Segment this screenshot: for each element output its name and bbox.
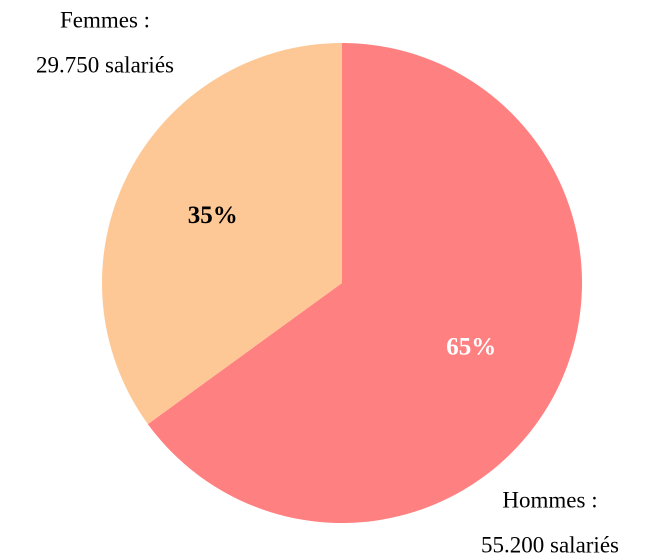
category-sublabel: 29.750 salariés bbox=[36, 52, 174, 77]
category-label: Femmes : bbox=[60, 7, 150, 32]
pie-slice bbox=[102, 43, 342, 425]
value-label: 35% bbox=[188, 202, 238, 229]
category-label: Hommes : bbox=[502, 487, 597, 512]
value-label: 65% bbox=[446, 334, 496, 361]
category-sublabel: 55.200 salariés bbox=[481, 532, 619, 557]
pie-slice bbox=[147, 43, 583, 523]
